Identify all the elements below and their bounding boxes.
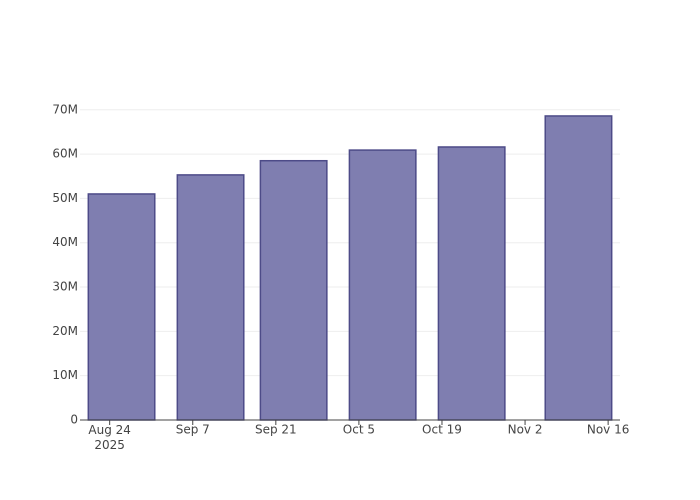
x-tick-label: Oct 5: [343, 423, 375, 437]
y-tick-label: 20M: [52, 324, 78, 338]
y-tick-label: 70M: [52, 102, 78, 116]
y-tick-label: 60M: [52, 147, 78, 161]
bar: [544, 115, 613, 421]
y-tick-label: 0: [70, 413, 78, 427]
x-tick-label: Nov 2: [508, 423, 543, 437]
bar: [259, 159, 328, 421]
y-tick-label: 40M: [52, 235, 78, 249]
y-tick-label: 30M: [52, 280, 78, 294]
x-tick-label: Sep 21: [255, 423, 297, 437]
bar: [437, 146, 506, 421]
x-tick-label: Nov 16: [587, 423, 630, 437]
x-tick-label: Oct 19: [422, 423, 462, 437]
bar: [87, 193, 156, 421]
bar: [348, 149, 417, 421]
x-tick-label: Aug 24 2025: [88, 423, 131, 452]
bar: [176, 174, 245, 421]
y-tick-label: 50M: [52, 191, 78, 205]
x-tick-label: Sep 7: [176, 423, 210, 437]
y-tick-label: 10M: [52, 368, 78, 382]
